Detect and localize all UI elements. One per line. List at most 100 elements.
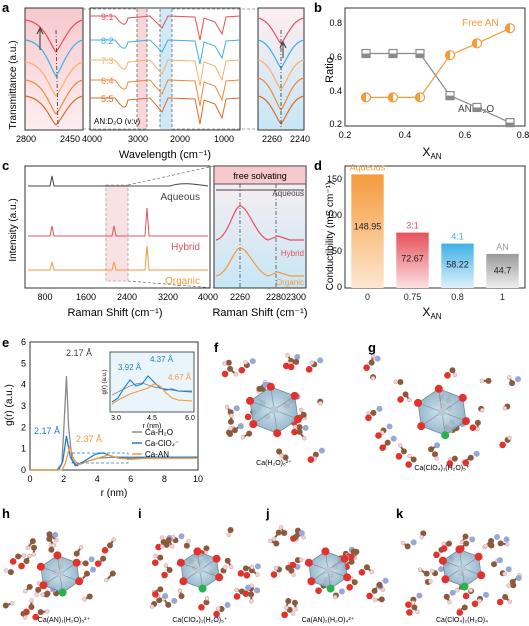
nitrogen-atom [90,566,97,573]
panel-d-ytick-4: 150 [327,174,342,184]
carbon-atom [29,538,36,545]
hydrogen-atom [104,577,109,583]
hydrogen-atom [23,615,28,620]
carbon-atom [26,583,33,590]
carbon-atom [428,446,435,453]
coordinating-atom [58,588,67,597]
carbon-atom [43,591,50,598]
oxygen-atom [221,370,229,378]
oxygen-atom [456,609,464,616]
panel-d-bar-value-label: 148.95 [354,222,382,232]
hydrogen-atom [502,571,507,577]
nitrogen-atom [410,539,417,546]
carbon-atom [410,456,417,463]
carbon-atom [86,593,93,600]
oxygen-atom [405,461,412,468]
calcium-ion [458,564,466,572]
nitrogen-atom [317,357,324,364]
carbon-atom [300,411,307,418]
hydrogen-atom [369,569,375,575]
oxygen-atom [375,432,382,439]
panel-a-letter: a [2,0,10,15]
oxygen-atom [9,558,17,565]
carbon-atom [462,533,469,540]
hydrogen-atom [419,534,424,540]
nitrogen-atom [382,577,389,584]
panel-d-xlabel-sub: AN [430,312,441,321]
carbon-atom [23,558,30,565]
panel-e-inset-label-1: 3.92 Å [118,363,142,372]
panel-i-letter: i [138,506,142,521]
panel-b-point-an-d2o-fill [389,53,397,58]
carbon-atom [165,537,172,544]
carbon-atom [461,604,468,611]
carbon-atom [402,391,409,398]
hydrogen-atom [407,397,412,403]
panel-b-ytick-4: 0.8 [329,18,342,28]
panel-c-inset-xlabel: Raman Shift (cm⁻¹) [212,307,307,319]
oxygen-atom [282,362,290,370]
carbon-atom [400,448,407,455]
carbon-atom [246,430,253,437]
panel-e-legend-label-2: Ca-ClO₄⁻ [145,439,179,448]
panel-c-inset-label-hybrid: Hybrid [281,249,304,258]
carbon-atom [107,542,114,549]
panel-c-series-aqueous [28,175,209,187]
panel-b-xtick-3: 0.6 [459,130,472,140]
panel-b-xlabel: XAN [422,145,441,161]
panel-b-point-an-d2o-fill [473,107,481,112]
oxygen-atom [406,609,413,616]
coordinating-atom [307,577,316,586]
oxygen-atom [365,414,372,422]
hydrogen-atom [224,404,230,410]
panel-e-inset-xtick-1: 3.0 [111,415,121,422]
carbon-atom [363,564,370,571]
coordinating-atom [417,422,426,431]
panel-j: j Ca(AN)₂(H₂O)₄²⁺ [265,506,389,624]
hydrogen-atom [34,592,39,597]
panel-a: a Transmittance (a.u.) 2800 2450 9:1 8:2… [2,0,310,161]
hydrogen-atom [9,601,15,606]
panel-b-point-free-an-fill [472,38,477,48]
hydrogen-atom [480,408,485,413]
coordinating-atom [72,558,81,567]
carbon-atom [163,541,170,548]
coordinating-atom [441,431,450,440]
carbon-atom [248,591,255,598]
hydrogen-atom [428,579,433,584]
panel-d-letter: d [314,158,322,173]
carbon-atom [502,594,509,601]
panel-c-xtick-3: 2400 [117,292,137,302]
panel-e-letter: e [2,335,9,350]
carbon-atom [227,418,234,425]
hydrogen-atom [380,587,386,593]
oxygen-atom [213,610,220,618]
panel-d-ylabel: Conductibility (mS cm⁻¹) [325,182,336,291]
nitrogen-atom [245,584,252,591]
panel-b-ytick-3: 0.6 [329,52,342,62]
panel-f-caption: Ca(H₂O)₆²⁺ [256,460,292,467]
coordinating-atom [179,577,188,586]
panel-d-ytick-3: 100 [327,210,342,220]
nitrogen-atom [376,405,383,412]
panel-b-point-an-d2o-fill [506,122,514,127]
oxygen-atom [155,543,162,551]
panel-c-inset-label-organic: Organic [276,278,304,287]
oxygen-atom [348,553,355,561]
panel-b-line-0 [366,27,511,98]
hydrogen-atom [82,597,87,602]
calcium-ion [324,566,332,574]
panel-b-point-free-an-fill [361,92,366,102]
panel-a-mid-shade-pink [137,9,147,129]
hydrogen-atom [229,413,234,418]
hydrogen-atom [415,609,420,615]
hydrogen-atom [483,543,489,549]
panel-c-connector-2 [127,280,215,289]
carbon-atom [256,385,263,392]
coordinating-atom [460,582,469,591]
carbon-atom [446,540,453,547]
panel-c-inset-frame [213,165,307,289]
panel-a-left-tick-2: 2450 [60,134,80,144]
coordinating-atom [290,391,299,400]
